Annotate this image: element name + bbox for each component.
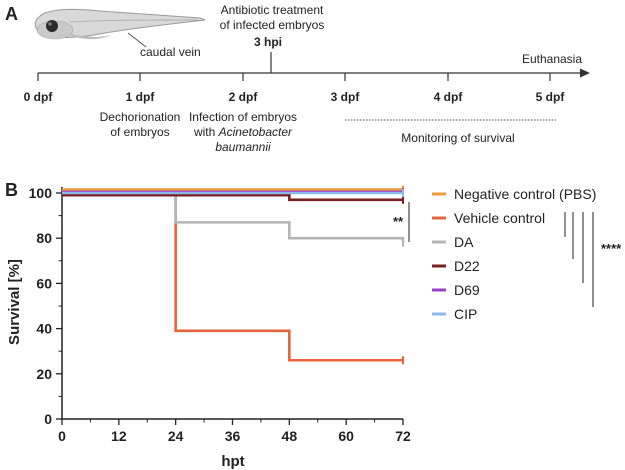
legend-label: D69 <box>454 282 480 298</box>
timeline-tick-label: 4 dpf <box>434 90 464 104</box>
x-tick-label: 72 <box>395 428 411 444</box>
infection-label-genus: Acinetobacter <box>218 125 293 139</box>
euthanasia-label: Euthanasia <box>522 52 582 66</box>
panel-a-label: A <box>5 4 18 24</box>
zebrafish-illustration <box>34 8 206 40</box>
infection-label-line3: baumannii <box>215 140 271 154</box>
x-tick-label: 0 <box>58 428 66 444</box>
y-tick-label: 100 <box>29 185 53 201</box>
treatment-label-line2: of infected embryos <box>220 18 325 32</box>
infection-label-line1: Infection of embryos <box>189 110 297 124</box>
panel-b-label: B <box>5 180 18 200</box>
plot-series <box>62 185 405 365</box>
treatment-label-line1: Antibiotic treatment <box>221 3 324 17</box>
legend: Negative control (PBS) Vehicle control DA D… <box>432 186 596 322</box>
caudal-vein-pointer <box>127 32 147 48</box>
timeline-tick-label: 0 dpf <box>24 90 54 104</box>
x-tick-label: 60 <box>338 428 354 444</box>
legend-label: Negative control (PBS) <box>454 186 596 202</box>
timeline-tick-label: 3 dpf <box>331 90 361 104</box>
fish-label: caudal vein <box>140 45 201 59</box>
legend-label: CIP <box>454 306 477 322</box>
x-tick-label: 12 <box>111 428 127 444</box>
timeline-tick-label: 1 dpf <box>126 90 156 104</box>
significance-bracket-outer <box>564 212 594 307</box>
significance-inner: ** <box>393 214 404 229</box>
timeline-tick-label: 2 dpf <box>229 90 259 104</box>
dechorionation-label-line2: of embryos <box>110 125 169 139</box>
y-tick-label: 80 <box>36 230 52 246</box>
plot-axes: 0 20 40 60 80 100 0 12 24 36 48 60 72 <box>29 185 411 444</box>
x-tick-label: 24 <box>168 428 184 444</box>
significance-outer: **** <box>601 241 622 256</box>
y-tick-label: 60 <box>36 275 52 291</box>
legend-label: Vehicle control <box>454 210 545 226</box>
y-axis-title: Survival [%] <box>6 259 23 345</box>
x-axis-title: hpt <box>221 453 244 470</box>
infection-label-with: with <box>193 125 219 139</box>
monitoring-label: Monitoring of survival <box>401 131 514 145</box>
series-line-d22 <box>62 193 403 202</box>
timeline-arrowhead <box>580 68 590 78</box>
legend-label: D22 <box>454 258 480 274</box>
x-tick-label: 36 <box>225 428 241 444</box>
series-line-vehicle-control <box>62 191 403 362</box>
treatment-time: 3 hpi <box>254 35 282 49</box>
y-tick-label: 20 <box>36 366 52 382</box>
timeline-tick-label: 5 dpf <box>536 90 566 104</box>
legend-label: DA <box>454 234 474 250</box>
x-tick-label: 48 <box>282 428 298 444</box>
y-tick-label: 0 <box>44 411 52 427</box>
y-tick-label: 40 <box>36 321 52 337</box>
infection-label-line2: with Acinetobacter <box>193 125 293 139</box>
timeline-ticks: 0 dpf 1 dpf 2 dpf 3 dpf 4 dpf 5 dpf <box>24 73 566 104</box>
dechorionation-label-line1: Dechorionation <box>100 110 181 124</box>
